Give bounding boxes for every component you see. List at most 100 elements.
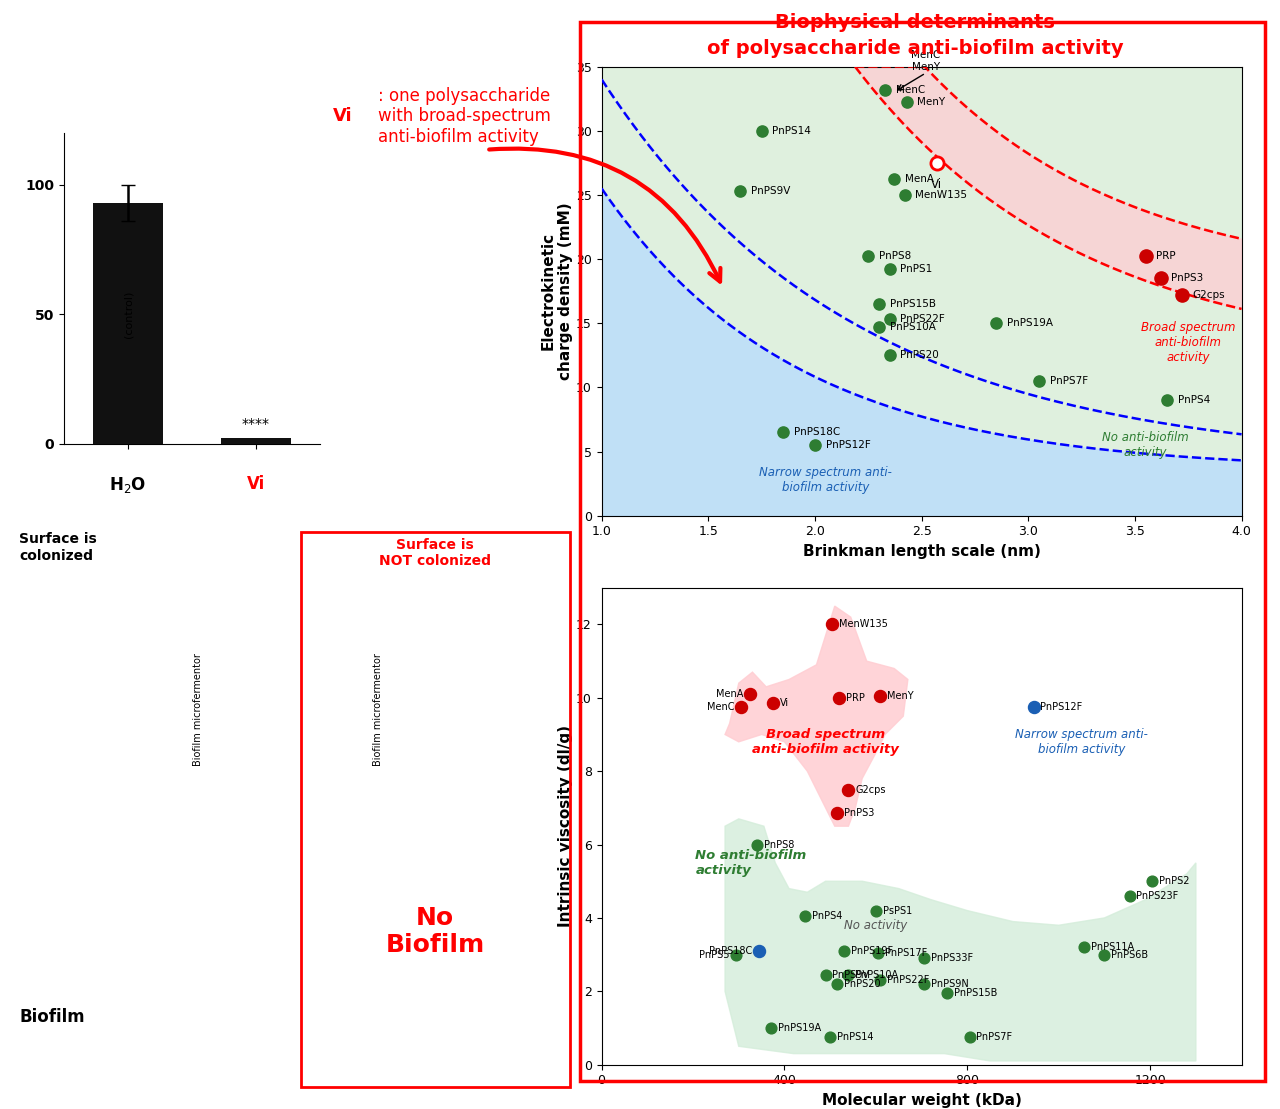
Text: PnPS2: PnPS2 <box>1160 876 1190 886</box>
Text: Broad spectrum
anti-biofilm
activity: Broad spectrum anti-biofilm activity <box>1140 321 1235 364</box>
Text: Biophysical determinants: Biophysical determinants <box>776 13 1055 32</box>
Text: MenC: MenC <box>896 84 925 94</box>
Point <box>879 261 900 278</box>
Point <box>827 975 847 993</box>
X-axis label: Molecular weight (kDa): Molecular weight (kDa) <box>822 1092 1021 1108</box>
Text: Surface is
NOT colonized: Surface is NOT colonized <box>379 538 492 568</box>
Text: PnPS7F: PnPS7F <box>1050 376 1088 386</box>
X-axis label: Brinkman length scale (nm): Brinkman length scale (nm) <box>803 543 1041 559</box>
Text: MenW135: MenW135 <box>915 190 968 200</box>
Point <box>773 424 794 441</box>
Point <box>1157 391 1178 409</box>
Text: PnPS19A: PnPS19A <box>777 1022 820 1032</box>
Point <box>937 985 957 1003</box>
Text: MenC: MenC <box>707 702 735 712</box>
Text: MenY: MenY <box>918 98 946 108</box>
Text: Vi: Vi <box>247 475 265 492</box>
Point <box>1029 372 1050 389</box>
Point <box>865 902 886 919</box>
Point <box>1024 699 1044 716</box>
Point <box>827 804 847 822</box>
Text: Vi: Vi <box>931 179 942 191</box>
Text: PRP: PRP <box>1156 252 1176 262</box>
Text: PnPS10A: PnPS10A <box>890 322 936 332</box>
Text: PnPS33F: PnPS33F <box>931 954 973 964</box>
Text: Biofilm microfermentor: Biofilm microfermentor <box>193 653 204 766</box>
Text: PnPS19F: PnPS19F <box>851 946 893 956</box>
Text: PnPS18C: PnPS18C <box>709 946 753 956</box>
Text: PnPS22F: PnPS22F <box>900 314 945 324</box>
Text: PnPS22F: PnPS22F <box>887 975 929 985</box>
Point <box>751 122 772 140</box>
Text: PnPS11A: PnPS11A <box>1091 943 1134 953</box>
Text: PnPS18C: PnPS18C <box>794 427 840 437</box>
Text: PnPS14: PnPS14 <box>772 125 812 135</box>
Text: PnPS6B: PnPS6B <box>1111 949 1148 959</box>
Text: MenY: MenY <box>887 691 914 701</box>
Point <box>731 699 751 716</box>
Text: G2cps: G2cps <box>1193 289 1225 299</box>
Text: Biofilm microfermentor: Biofilm microfermentor <box>372 653 383 766</box>
Text: PnPS3: PnPS3 <box>1171 273 1203 283</box>
Text: Biofilm: Biofilm <box>19 1008 84 1026</box>
Point <box>838 966 859 984</box>
Point <box>870 971 891 989</box>
Point <box>927 154 947 172</box>
Point <box>1171 286 1192 304</box>
Point <box>960 1028 980 1046</box>
Point <box>1094 946 1115 964</box>
Point <box>805 436 826 454</box>
Text: Vi: Vi <box>333 108 352 125</box>
Text: PnPS17F: PnPS17F <box>884 948 927 958</box>
Point <box>833 942 854 959</box>
Point <box>870 688 891 705</box>
Text: PnPS4: PnPS4 <box>1178 395 1210 405</box>
Text: No activity: No activity <box>845 918 908 932</box>
Polygon shape <box>724 607 908 826</box>
Point <box>1119 887 1139 905</box>
Text: PnPS9V: PnPS9V <box>832 969 869 979</box>
Point <box>986 314 1006 332</box>
Text: PnPS12F: PnPS12F <box>1041 702 1083 712</box>
Text: PnPS15B: PnPS15B <box>890 299 936 309</box>
Point <box>914 949 934 967</box>
Point <box>749 942 769 959</box>
Point <box>795 907 815 925</box>
Text: PnPS9N: PnPS9N <box>931 979 969 989</box>
Point <box>869 295 890 313</box>
Text: of polysaccharide anti-biofilm activity: of polysaccharide anti-biofilm activity <box>707 39 1124 58</box>
Text: No anti-biofilm
activity: No anti-biofilm activity <box>1102 431 1189 459</box>
Text: No
Biofilm: No Biofilm <box>385 906 485 957</box>
Point <box>914 975 934 993</box>
Point <box>1135 247 1156 265</box>
Point <box>896 93 916 111</box>
Text: PnPS7F: PnPS7F <box>977 1032 1012 1042</box>
Point <box>1151 269 1171 287</box>
Text: PnPS1: PnPS1 <box>900 264 933 274</box>
Text: PnPS8: PnPS8 <box>879 252 911 262</box>
Point <box>820 1028 841 1046</box>
Text: Vi: Vi <box>780 699 788 709</box>
Point <box>760 1019 781 1037</box>
Point <box>815 966 836 984</box>
Point <box>895 186 915 204</box>
Point <box>876 81 896 99</box>
Text: PnPS15B: PnPS15B <box>954 988 997 998</box>
Text: PnPS20: PnPS20 <box>844 979 881 989</box>
Point <box>730 182 750 200</box>
Text: MenC
MenY: MenC MenY <box>911 50 941 72</box>
Text: Surface is
colonized: Surface is colonized <box>19 532 97 562</box>
Point <box>879 346 900 364</box>
Polygon shape <box>724 818 1196 1061</box>
Bar <box>221 438 292 444</box>
Y-axis label: Intrinsic viscosity (dl/g): Intrinsic viscosity (dl/g) <box>558 725 573 927</box>
Text: Narrow spectrum anti-
biofilm activity: Narrow spectrum anti- biofilm activity <box>1015 728 1148 756</box>
Point <box>879 311 900 328</box>
Text: PRP: PRP <box>846 693 865 703</box>
Text: PnPS14: PnPS14 <box>837 1032 873 1042</box>
Point <box>763 694 783 712</box>
Point <box>1074 938 1094 956</box>
Point <box>740 685 760 703</box>
Text: PnPS23F: PnPS23F <box>1137 891 1179 901</box>
Point <box>829 689 850 706</box>
